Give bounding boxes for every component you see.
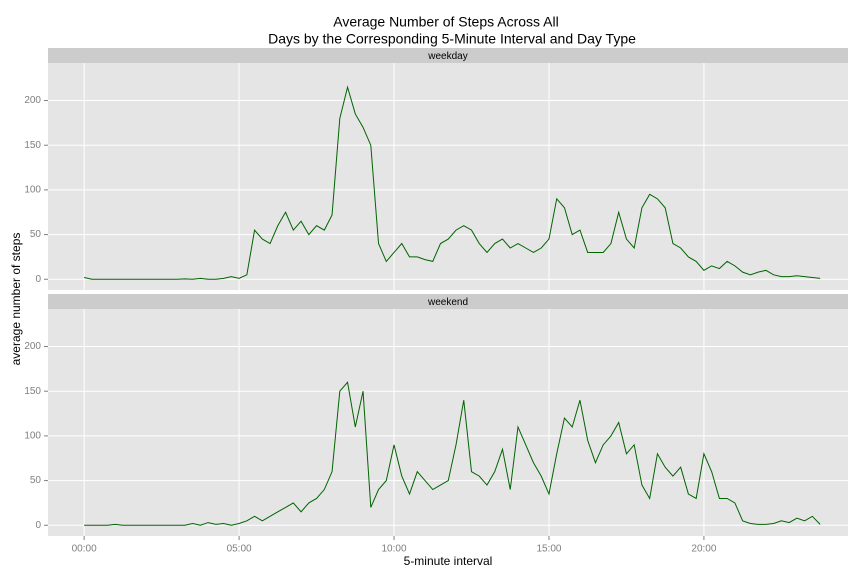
y-tick-label: 100 (24, 431, 41, 442)
strip (48, 294, 848, 309)
x-axis-label: 5-minute interval (404, 554, 493, 568)
data-line (84, 85, 821, 280)
x-tick-label: 15:00 (536, 544, 561, 555)
y-tick-label: 150 (24, 386, 41, 397)
y-tick-label: 50 (30, 229, 42, 240)
x-tick-label: 00:00 (72, 544, 97, 555)
y-tick-label: 100 (24, 185, 41, 196)
panel (48, 309, 848, 536)
y-tick-label: 150 (24, 140, 41, 151)
strip-label: weekend (427, 297, 468, 308)
panel (48, 63, 848, 290)
strip-label: weekday (427, 51, 467, 62)
y-tick-label: 200 (24, 95, 41, 106)
y-tick-label: 200 (24, 341, 41, 352)
chart-title: Average Number of Steps Across All (333, 14, 558, 30)
x-tick-label: 05:00 (227, 544, 252, 555)
y-tick-label: 0 (35, 274, 41, 285)
chart-title: Days by the Corresponding 5-Minute Inter… (268, 31, 636, 47)
x-tick-label: 10:00 (382, 544, 407, 555)
y-tick-label: 0 (35, 520, 41, 531)
strip (48, 48, 848, 63)
y-tick-label: 50 (30, 475, 42, 486)
data-line (84, 381, 821, 526)
y-axis-label: average number of steps (9, 233, 23, 366)
x-tick-label: 20:00 (691, 544, 716, 555)
